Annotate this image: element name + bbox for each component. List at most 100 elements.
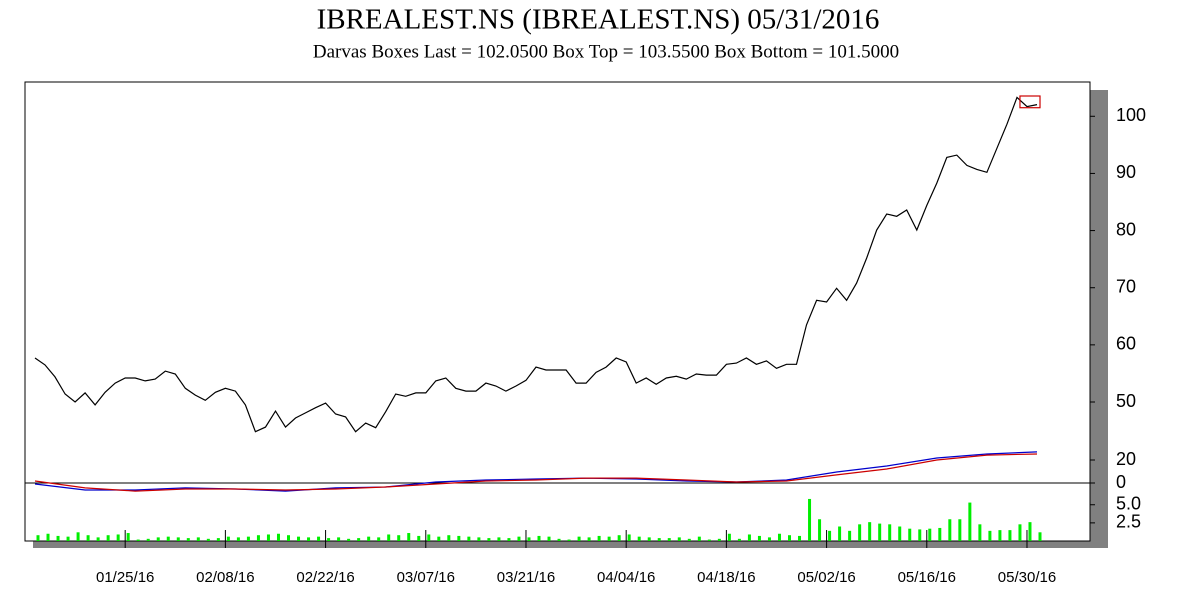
volume-bar xyxy=(256,535,260,541)
chart-title: IBREALEST.NS (IBREALEST.NS) 05/31/2016 xyxy=(317,4,880,36)
volume-bar xyxy=(858,524,862,541)
volume-bar xyxy=(467,536,471,541)
volume-bar xyxy=(136,539,140,541)
volume-bar xyxy=(246,536,250,541)
volume-bar xyxy=(186,538,190,541)
volume-bar xyxy=(657,538,661,541)
volume-bar xyxy=(988,530,992,541)
volume-bar xyxy=(587,537,591,541)
volume-bar xyxy=(96,537,100,541)
volume-bar xyxy=(226,536,230,541)
volume-bar xyxy=(307,537,311,541)
indicator-line xyxy=(34,453,1038,492)
x-tick-label: 05/16/16 xyxy=(898,569,956,586)
volume-bar xyxy=(667,538,671,541)
volume-bar xyxy=(527,537,531,541)
volume-bar xyxy=(196,537,200,541)
volume-bar xyxy=(327,538,331,541)
volume-bar xyxy=(297,536,301,541)
volume-bar xyxy=(317,536,321,541)
volume-bar xyxy=(798,535,802,541)
volume-bar xyxy=(497,537,501,541)
volume-bar xyxy=(76,532,80,541)
volume-bar xyxy=(1018,524,1022,541)
indicator-line xyxy=(34,451,1038,492)
volume-bar xyxy=(116,534,120,541)
y-tick-label: 90 xyxy=(1116,162,1136,182)
y-tick-label: 20 xyxy=(1116,449,1136,469)
volume-bar xyxy=(697,536,701,541)
volume-bar xyxy=(367,536,371,541)
volume-bar xyxy=(637,536,641,541)
volume-bar xyxy=(447,535,451,541)
x-tick-label: 02/08/16 xyxy=(196,569,254,586)
volume-bar xyxy=(236,537,240,541)
chart-subtitle: Darvas Boxes Last = 102.0500 Box Top = 1… xyxy=(313,41,899,62)
volume-bar xyxy=(978,524,982,541)
volume-bar xyxy=(517,536,521,541)
volume-bar xyxy=(36,535,40,541)
volume-bar xyxy=(998,530,1002,541)
volume-bar xyxy=(777,533,781,541)
volume-bar xyxy=(66,536,70,541)
volume-bar xyxy=(347,538,351,541)
volume-bar xyxy=(908,528,912,541)
volume-bar xyxy=(898,526,902,541)
y-tick-label: 50 xyxy=(1116,391,1136,411)
volume-bar xyxy=(357,538,361,541)
volume-bar xyxy=(828,530,832,541)
x-tick-label: 04/18/16 xyxy=(697,569,755,586)
volume-bar xyxy=(457,535,461,541)
volume-bar xyxy=(717,538,721,541)
volume-bar xyxy=(437,536,441,541)
volume-bar xyxy=(677,537,681,541)
volume-bar xyxy=(276,533,280,541)
volume-bar xyxy=(737,538,741,541)
volume-bar xyxy=(407,533,411,541)
volume-bar xyxy=(126,533,130,541)
volume-bar xyxy=(166,536,170,541)
volume-bar xyxy=(377,537,381,541)
y-tick-label: 60 xyxy=(1116,334,1136,354)
volume-bar xyxy=(577,536,581,541)
x-tick-label: 05/30/16 xyxy=(998,569,1056,586)
volume-bar xyxy=(968,502,972,541)
volume-bar xyxy=(838,526,842,541)
volume-bar xyxy=(948,519,952,541)
y-tick-label: 2.5 xyxy=(1116,512,1141,532)
volume-bar xyxy=(156,537,160,541)
volume-bar xyxy=(1038,532,1042,541)
volume-bar xyxy=(427,534,431,541)
volume-bar xyxy=(487,538,491,541)
volume-bar xyxy=(266,534,270,541)
x-tick-label: 03/07/16 xyxy=(397,569,455,586)
volume-bar xyxy=(547,536,551,541)
x-tick-label: 02/22/16 xyxy=(296,569,354,586)
price-line xyxy=(34,96,1038,433)
volume-bar xyxy=(788,535,791,541)
volume-bar xyxy=(537,535,541,541)
volume-bar xyxy=(727,533,731,541)
volume-bar xyxy=(146,538,150,541)
y-tick-label: 70 xyxy=(1116,276,1136,296)
volume-bar xyxy=(767,537,771,541)
volume-bar xyxy=(567,539,571,541)
volume-bar xyxy=(687,538,691,541)
volume-bar xyxy=(868,522,872,541)
volume-bar xyxy=(597,535,601,541)
y-tick-label: 0 xyxy=(1116,472,1126,492)
volume-bar xyxy=(918,529,922,541)
volume-bar xyxy=(958,519,962,541)
volume-bar xyxy=(928,528,932,541)
volume-bar xyxy=(1028,522,1032,541)
volume-bar xyxy=(46,533,50,541)
volume-bar xyxy=(86,535,90,541)
volume-bar xyxy=(1008,530,1012,541)
volume-bar xyxy=(617,535,621,541)
volume-bar xyxy=(417,535,421,541)
y-tick-label: 100 xyxy=(1116,105,1146,125)
y-tick-label: 5.0 xyxy=(1116,494,1141,514)
volume-bar xyxy=(938,527,942,541)
y-tick-label: 80 xyxy=(1116,219,1136,239)
